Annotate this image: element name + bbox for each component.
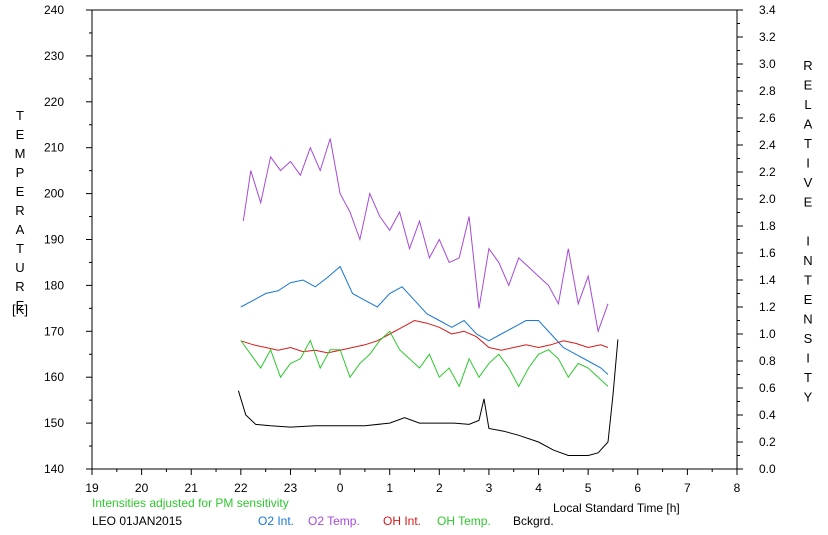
- legend-entry: Bckgrd.: [513, 514, 554, 528]
- right-axis-label-letter: T: [804, 273, 812, 288]
- right-y-tick-label: 1.2: [759, 300, 776, 314]
- right-y-tick-label: 0.6: [759, 381, 776, 395]
- x-axis-label: Local Standard Time [h]: [553, 501, 680, 515]
- x-tick-label: 22: [234, 481, 248, 495]
- right-axis-label-letter: Y: [804, 390, 813, 405]
- right-axis-label-letter: E: [804, 292, 813, 307]
- right-axis-label-letter: E: [804, 195, 813, 210]
- right-y-tick-label: 0.4: [759, 408, 776, 422]
- station-label: LEO 01JAN2015: [92, 514, 182, 528]
- right-axis-label-letter: I: [806, 156, 810, 171]
- legend: Intensities adjusted for PM sensitivity L…: [92, 496, 554, 528]
- left-axis-label-letter: P: [16, 165, 25, 180]
- right-axis-label-letter: N: [803, 253, 812, 268]
- right-axis-label-letter: S: [804, 331, 813, 346]
- right-axis-label-letter: V: [804, 175, 813, 190]
- left-y-tick-label: 200: [44, 187, 64, 201]
- right-axis-label-letter: R: [803, 58, 812, 73]
- right-y-tick-label: 3.0: [759, 57, 776, 71]
- left-y-tick-label: 170: [44, 324, 64, 338]
- left-axis-label-letter: E: [16, 298, 25, 313]
- left-y-tick-label: 240: [44, 3, 64, 17]
- left-axis-label-letter: U: [15, 260, 24, 275]
- right-y-tick-label: 1.4: [759, 273, 776, 287]
- x-tick-label: 19: [85, 481, 99, 495]
- right-axis-label-letter: T: [804, 136, 812, 151]
- series-line-o2-temp: [242, 138, 609, 334]
- left-axis-label-letter: E: [16, 184, 25, 199]
- x-tick-label: 5: [585, 481, 592, 495]
- right-y-tick-label: 0.2: [759, 435, 776, 449]
- note-text: Intensities adjusted for PM sensitivity: [92, 496, 289, 510]
- left-y-tick-label: 140: [44, 462, 64, 476]
- x-tick-label: 7: [684, 481, 691, 495]
- series-line-oh-int: [240, 319, 609, 354]
- left-axis-label-letter: E: [16, 127, 25, 142]
- x-tick-label: 21: [185, 481, 199, 495]
- right-y-tick-label: 1.0: [759, 327, 776, 341]
- x-tick-label: 6: [634, 481, 641, 495]
- left-axis-label-letter: A: [16, 222, 25, 237]
- right-y-tick-label: 0.8: [759, 354, 776, 368]
- left-y-tick-label: 190: [44, 233, 64, 247]
- series-line-bckgrd: [237, 339, 619, 456]
- right-y-tick-label: 2.0: [759, 192, 776, 206]
- x-tick-label: 20: [135, 481, 149, 495]
- right-y-tick-label: 2.8: [759, 84, 776, 98]
- right-y-tick-label: 3.2: [759, 30, 776, 44]
- right-axis-label-letter: T: [804, 370, 812, 385]
- plot-frame: [91, 9, 738, 470]
- left-y-tick-label: 160: [44, 370, 64, 384]
- axes: 19 20 21 22 23 0 1 2 3 4 5 6 7 8140150160170180190200…: [44, 3, 776, 495]
- left-axis-unit: [K]: [12, 302, 28, 317]
- x-tick-label: 4: [535, 481, 542, 495]
- legend-entry: O2 Temp.: [308, 514, 360, 528]
- left-y-tick-label: 150: [44, 416, 64, 430]
- right-axis-label-letter: N: [803, 312, 812, 327]
- left-axis-label-letter: T: [16, 108, 24, 123]
- right-axis-label-letter: L: [804, 97, 811, 112]
- legend-entry: OH Int.: [383, 514, 421, 528]
- x-tick-label: 2: [436, 481, 443, 495]
- series-lines: [237, 138, 619, 456]
- right-axis-label-letter: E: [804, 78, 813, 93]
- right-y-tick-label: 0.0: [759, 462, 776, 476]
- series-line-oh-temp: [240, 330, 609, 388]
- left-y-tick-label: 220: [44, 95, 64, 109]
- left-axis-label-letter: R: [15, 279, 24, 294]
- x-tick-label: 1: [386, 481, 393, 495]
- x-tick-label: 3: [486, 481, 493, 495]
- left-y-tick-label: 180: [44, 278, 64, 292]
- right-y-tick-label: 2.4: [759, 138, 776, 152]
- left-y-tick-label: 210: [44, 141, 64, 155]
- right-axis-label-letter: I: [806, 351, 810, 366]
- left-axis-label-letter: T: [16, 241, 24, 256]
- x-tick-label: 8: [734, 481, 741, 495]
- right-y-tick-label: 2.6: [759, 111, 776, 125]
- x-tick-label: 0: [337, 481, 344, 495]
- x-tick-label: 23: [284, 481, 298, 495]
- series-line-o2-int: [240, 265, 609, 375]
- left-axis-label-letter: M: [15, 146, 26, 161]
- right-axis-label-letter: I: [806, 234, 810, 249]
- legend-entry: OH Temp.: [437, 514, 491, 528]
- right-y-tick-label: 3.4: [759, 3, 776, 17]
- legend-entry: O2 Int.: [258, 514, 294, 528]
- right-y-tick-label: 1.8: [759, 219, 776, 233]
- right-y-tick-label: 1.6: [759, 246, 776, 260]
- left-axis-label-letter: R: [15, 203, 24, 218]
- left-y-tick-label: 230: [44, 49, 64, 63]
- right-y-tick-label: 2.2: [759, 165, 776, 179]
- right-axis-label-letter: A: [804, 117, 813, 132]
